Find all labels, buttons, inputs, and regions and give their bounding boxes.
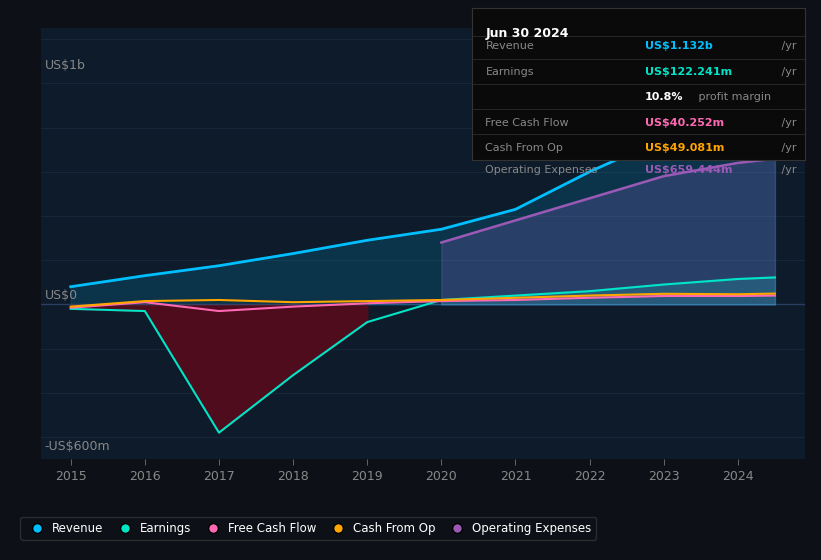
Text: Revenue: Revenue	[485, 41, 534, 51]
Text: /yr: /yr	[778, 142, 796, 152]
Text: US$122.241m: US$122.241m	[645, 67, 732, 77]
Text: 10.8%: 10.8%	[645, 92, 683, 102]
Text: /yr: /yr	[778, 165, 796, 175]
Text: US$1.132b: US$1.132b	[645, 41, 713, 51]
Text: /yr: /yr	[778, 67, 796, 77]
Text: Cash From Op: Cash From Op	[485, 142, 563, 152]
Text: Jun 30 2024: Jun 30 2024	[485, 26, 569, 40]
Text: US$40.252m: US$40.252m	[645, 118, 724, 128]
Legend: Revenue, Earnings, Free Cash Flow, Cash From Op, Operating Expenses: Revenue, Earnings, Free Cash Flow, Cash …	[21, 517, 596, 539]
Text: Earnings: Earnings	[485, 67, 534, 77]
Text: US$0: US$0	[45, 289, 78, 302]
Text: US$49.081m: US$49.081m	[645, 142, 724, 152]
Text: Free Cash Flow: Free Cash Flow	[485, 118, 569, 128]
Text: US$659.444m: US$659.444m	[645, 165, 732, 175]
Text: US$1b: US$1b	[45, 59, 85, 72]
Text: /yr: /yr	[778, 41, 796, 51]
Text: profit margin: profit margin	[695, 92, 771, 102]
Text: /yr: /yr	[778, 118, 796, 128]
Text: Operating Expenses: Operating Expenses	[485, 165, 598, 175]
Text: -US$600m: -US$600m	[45, 440, 110, 452]
